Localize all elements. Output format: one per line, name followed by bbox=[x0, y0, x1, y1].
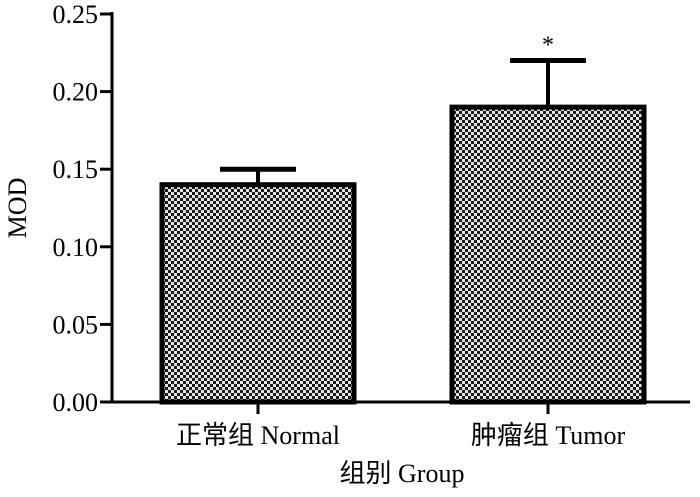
category-label: 正常组 Normal bbox=[176, 421, 340, 450]
y-tick-label: 0.20 bbox=[53, 78, 99, 107]
category-label: 肿瘤组 Tumor bbox=[471, 421, 626, 450]
y-axis-title: MOD bbox=[3, 178, 32, 239]
y-tick-label: 0.00 bbox=[53, 388, 99, 417]
y-tick-label: 0.10 bbox=[53, 233, 99, 262]
y-tick-label: 0.05 bbox=[53, 310, 99, 339]
significance-marker: * bbox=[542, 33, 554, 59]
y-tick-label: 0.25 bbox=[53, 0, 99, 29]
bar bbox=[449, 104, 647, 405]
y-tick-label: 0.15 bbox=[53, 155, 99, 184]
bar bbox=[159, 182, 357, 405]
x-axis-title: 组别 Group bbox=[340, 459, 465, 488]
